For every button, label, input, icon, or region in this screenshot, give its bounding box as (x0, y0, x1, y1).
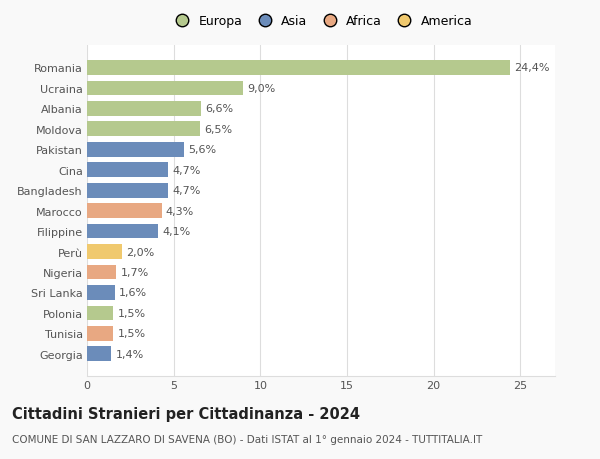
Text: 4,3%: 4,3% (166, 206, 194, 216)
Bar (87, 224, 158, 239)
Bar (87, 285, 115, 300)
Bar (87, 326, 113, 341)
Bar (87, 122, 200, 137)
Text: Cittadini Stranieri per Cittadinanza - 2024: Cittadini Stranieri per Cittadinanza - 2… (12, 406, 360, 421)
Text: 1,7%: 1,7% (121, 268, 149, 277)
Text: 4,1%: 4,1% (163, 227, 191, 236)
Bar (87, 245, 122, 259)
Bar (87, 61, 510, 76)
Bar (87, 102, 202, 117)
Legend: Europa, Asia, Africa, America: Europa, Asia, Africa, America (164, 10, 478, 33)
Bar (87, 163, 169, 178)
Text: 4,7%: 4,7% (173, 186, 201, 196)
Text: 6,5%: 6,5% (204, 124, 232, 134)
Text: 2,0%: 2,0% (126, 247, 154, 257)
Text: 4,7%: 4,7% (173, 165, 201, 175)
Text: 24,4%: 24,4% (514, 63, 550, 73)
Bar (87, 347, 111, 361)
Text: 1,5%: 1,5% (118, 308, 145, 318)
Text: 6,6%: 6,6% (206, 104, 234, 114)
Text: 1,6%: 1,6% (119, 288, 147, 298)
Text: 1,4%: 1,4% (116, 349, 144, 359)
Bar (87, 265, 116, 280)
Text: 5,6%: 5,6% (188, 145, 217, 155)
Text: 9,0%: 9,0% (247, 84, 275, 94)
Bar (87, 184, 169, 198)
Bar (87, 81, 243, 96)
Text: 1,5%: 1,5% (118, 329, 145, 339)
Bar (87, 306, 113, 320)
Text: COMUNE DI SAN LAZZARO DI SAVENA (BO) - Dati ISTAT al 1° gennaio 2024 - TUTTITALI: COMUNE DI SAN LAZZARO DI SAVENA (BO) - D… (12, 434, 482, 444)
Bar (87, 143, 184, 157)
Bar (87, 204, 161, 218)
